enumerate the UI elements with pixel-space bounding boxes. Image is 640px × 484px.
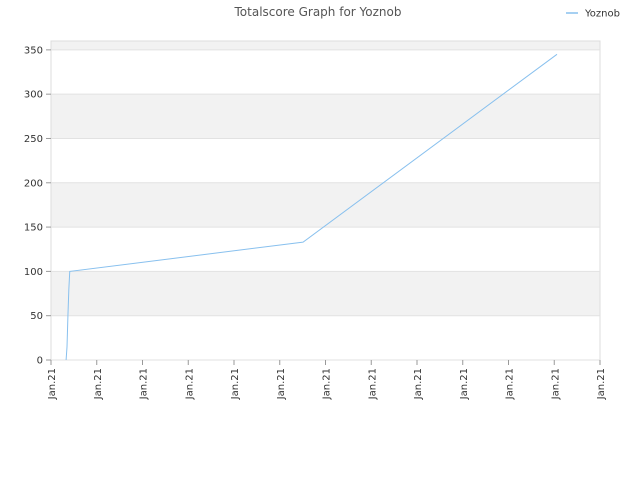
- x-tick-label: Jan.21: [596, 368, 607, 400]
- y-tick-label: 50: [30, 311, 43, 322]
- x-tick-label: Jan.21: [230, 368, 241, 400]
- x-tick-label: Jan.21: [322, 368, 333, 400]
- legend-label: Yoznob: [584, 9, 620, 20]
- x-tick-label: Jan.21: [413, 368, 424, 400]
- y-tick-label: 0: [37, 356, 43, 367]
- grid-band: [51, 41, 600, 50]
- x-tick-label: Jan.21: [550, 368, 561, 400]
- x-tick-label: Jan.21: [139, 368, 150, 400]
- x-tick-label: Jan.21: [93, 368, 104, 400]
- y-tick-label: 200: [24, 178, 43, 189]
- grid-band: [51, 94, 600, 139]
- y-tick-label: 100: [24, 267, 43, 278]
- x-tick-label: Jan.21: [184, 368, 195, 400]
- chart-title: Totalscore Graph for Yoznob: [234, 5, 402, 19]
- grid-band: [51, 182, 600, 228]
- y-tick-label: 150: [24, 223, 43, 234]
- x-tick-label: Jan.21: [505, 368, 516, 400]
- x-tick-label: Jan.21: [459, 368, 470, 400]
- y-tick-label: 300: [24, 90, 43, 101]
- line-series: [65, 53, 558, 361]
- grid-band: [51, 271, 600, 316]
- x-tick-label: Jan.21: [367, 368, 378, 400]
- x-tick-label: Jan.21: [47, 368, 58, 400]
- x-tick-label: Jan.21: [276, 368, 287, 400]
- y-tick-label: 350: [24, 45, 43, 56]
- y-tick-label: 250: [24, 134, 43, 145]
